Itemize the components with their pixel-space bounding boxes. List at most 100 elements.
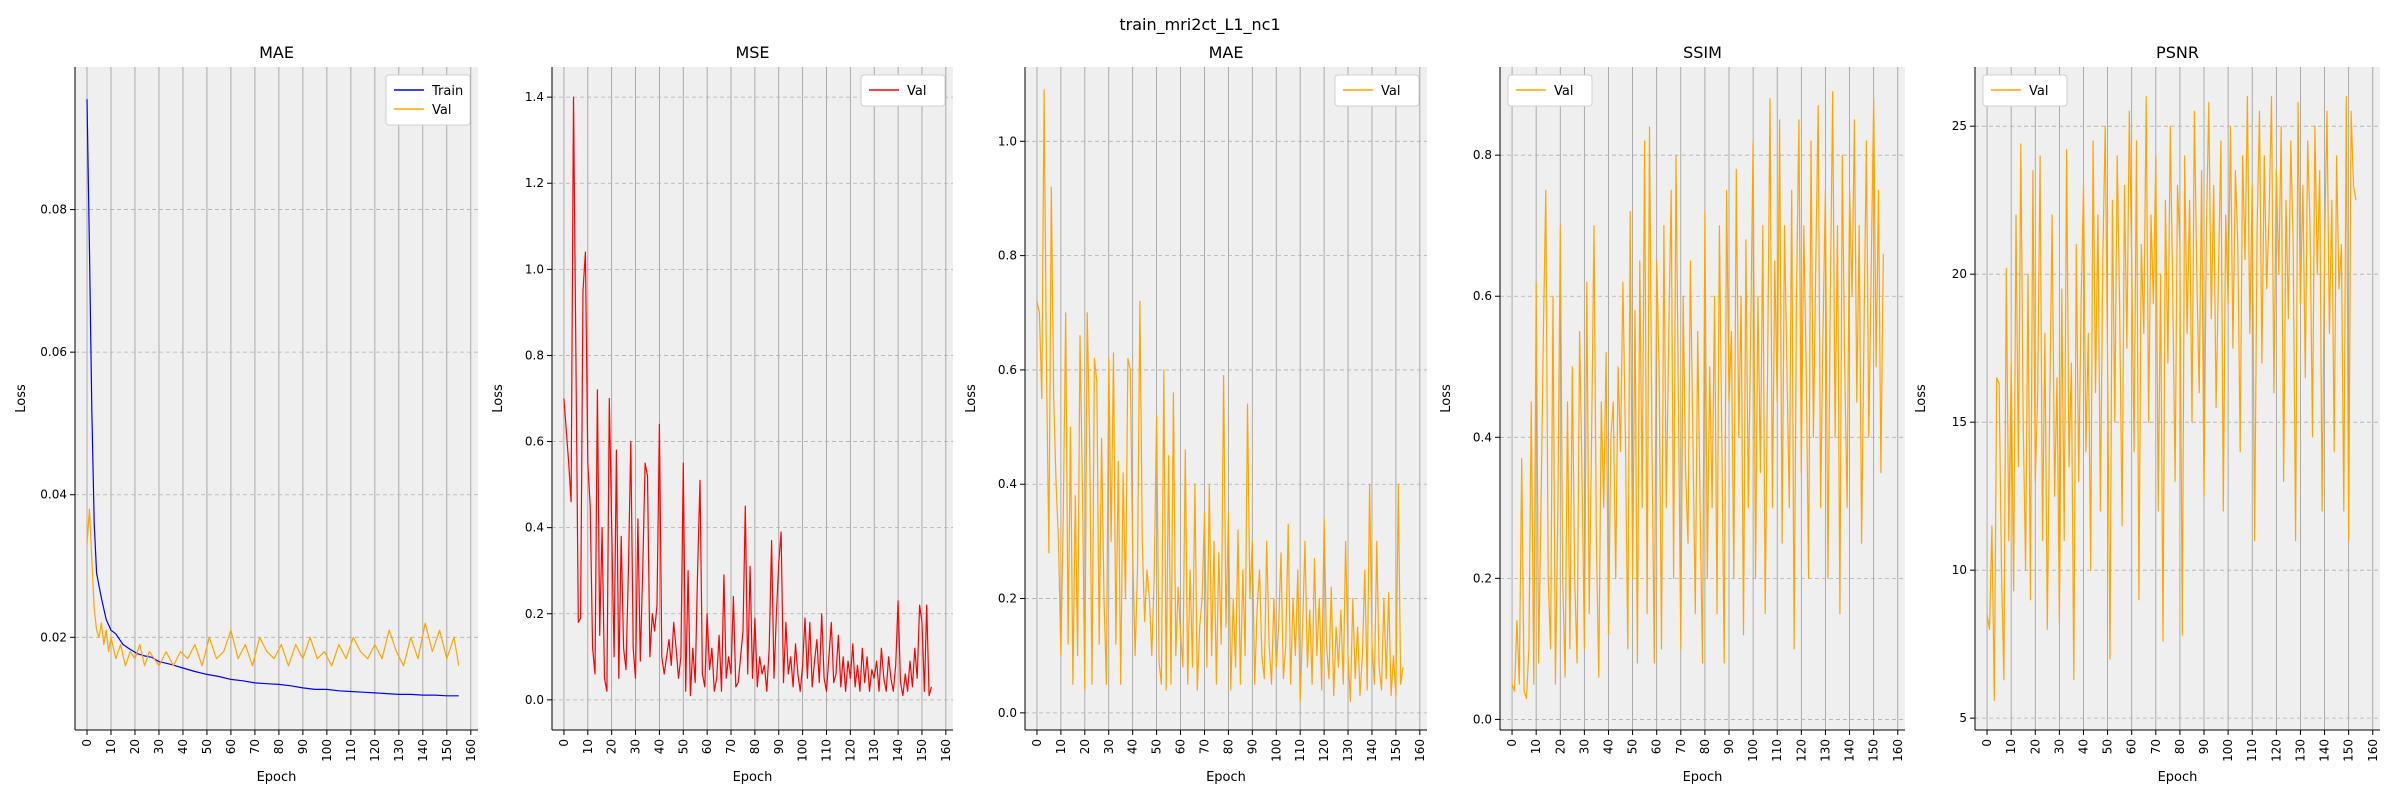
- x-tick-label: 20: [128, 739, 142, 754]
- x-tick-label: 50: [1150, 739, 1164, 754]
- x-tick-label: 160: [2366, 739, 2380, 762]
- x-tick-label: 110: [819, 739, 833, 762]
- x-tick-label: 100: [2221, 739, 2235, 762]
- legend-box: [1334, 74, 1420, 107]
- x-tick-label: 60: [224, 739, 238, 754]
- x-tick-label: 90: [2197, 739, 2211, 754]
- x-tick-label: 110: [1293, 739, 1307, 762]
- plot-area: [75, 67, 478, 730]
- x-tick-label: 120: [2269, 739, 2283, 762]
- x-tick-label: 0: [80, 739, 94, 747]
- y-tick-label: 0.6: [1473, 289, 1492, 303]
- x-tick-label: 20: [2028, 739, 2042, 754]
- y-tick-label: 0.04: [40, 488, 67, 502]
- y-axis-label: Loss: [1439, 384, 1454, 413]
- x-tick-label: 150: [1867, 739, 1881, 762]
- legend: Train Val: [385, 74, 471, 126]
- subplot-4: 0 10 20 30 40 50 60 70 80 90 100 110 120 130 140 150 160…: [1439, 43, 1905, 785]
- x-tick-label: 130: [2293, 739, 2307, 762]
- x-tick-label: 10: [1054, 739, 1068, 754]
- x-tick-label: 30: [1102, 739, 1116, 754]
- x-tick-label: 160: [1413, 739, 1427, 762]
- x-tick-label: 110: [1770, 739, 1784, 762]
- x-tick-label: 90: [1245, 739, 1259, 754]
- x-tick-label: 130: [1341, 739, 1355, 762]
- y-tick-label: 0.4: [998, 477, 1017, 491]
- y-tick-label: 0.4: [525, 521, 544, 535]
- x-tick-label: 140: [891, 739, 905, 762]
- x-tick-label: 160: [939, 739, 953, 762]
- x-tick-label: 20: [1553, 739, 1567, 754]
- figure-title: train_mri2ct_L1_nc1: [1119, 15, 1280, 35]
- y-tick-label: 0.6: [998, 363, 1017, 377]
- x-tick-label: 70: [2149, 739, 2163, 754]
- y-tick-label: 0.08: [40, 203, 67, 217]
- y-tick-label: 0.0: [998, 706, 1017, 720]
- x-tick-label: 120: [368, 739, 382, 762]
- x-tick-label: 40: [652, 739, 666, 754]
- x-tick-label: 130: [1818, 739, 1832, 762]
- x-tick-label: 10: [581, 739, 595, 754]
- x-tick-label: 0: [1505, 739, 1519, 747]
- legend-label: Val: [1381, 84, 1400, 99]
- y-tick-label: 0.2: [998, 592, 1017, 606]
- x-axis-label: Epoch: [1206, 770, 1246, 785]
- y-tick-label: 0.2: [525, 607, 544, 621]
- subplot-title: MAE: [259, 43, 294, 62]
- y-axis-label: Loss: [1914, 384, 1929, 413]
- x-tick-label: 40: [1126, 739, 1140, 754]
- x-tick-label: 130: [867, 739, 881, 762]
- x-tick-label: 50: [1626, 739, 1640, 754]
- x-tick-label: 50: [676, 739, 690, 754]
- y-axis-label: Loss: [964, 384, 979, 413]
- x-tick-label: 10: [2004, 739, 2018, 754]
- legend: Val: [860, 74, 946, 107]
- x-tick-label: 0: [557, 739, 571, 747]
- x-tick-label: 60: [1174, 739, 1188, 754]
- y-tick-label: 0.8: [998, 249, 1017, 263]
- y-tick-label: 0.06: [40, 345, 67, 359]
- x-tick-label: 30: [1577, 739, 1591, 754]
- x-tick-label: 30: [629, 739, 643, 754]
- x-tick-label: 150: [1389, 739, 1403, 762]
- y-tick-label: 0.8: [1473, 148, 1492, 162]
- x-tick-label: 150: [915, 739, 929, 762]
- legend-box: [1982, 74, 2068, 107]
- legend-label: Val: [1554, 84, 1573, 99]
- subplot-title: MSE: [735, 43, 769, 62]
- x-tick-label: 30: [152, 739, 166, 754]
- x-tick-label: 80: [272, 739, 286, 754]
- y-axis-label: Loss: [491, 384, 506, 413]
- x-tick-label: 20: [605, 739, 619, 754]
- x-tick-label: 40: [1601, 739, 1615, 754]
- x-tick-label: 140: [1365, 739, 1379, 762]
- legend-label: Val: [432, 103, 451, 118]
- x-tick-label: 50: [200, 739, 214, 754]
- x-tick-label: 130: [392, 739, 406, 762]
- x-tick-label: 60: [2125, 739, 2139, 754]
- y-tick-label: 0.0: [525, 693, 544, 707]
- subplot-5: 0 10 20 30 40 50 60 70 80 90 100 110 120 130 140 150 160…: [1914, 43, 2380, 785]
- subplot-title: MAE: [1209, 43, 1244, 62]
- x-tick-label: 120: [1317, 739, 1331, 762]
- x-tick-label: 90: [1722, 739, 1736, 754]
- x-tick-label: 80: [1698, 739, 1712, 754]
- series-line-val: [86, 508, 460, 667]
- x-axis-label: Epoch: [2158, 770, 2198, 785]
- x-tick-label: 70: [1674, 739, 1688, 754]
- x-tick-label: 10: [1529, 739, 1543, 754]
- legend-box: [385, 74, 471, 126]
- x-tick-label: 60: [1650, 739, 1664, 754]
- plot-area: [552, 67, 953, 730]
- y-tick-label: 15: [1952, 415, 1967, 429]
- series-line-train: [86, 99, 459, 697]
- x-tick-label: 100: [1746, 739, 1760, 762]
- y-tick-label: 0.0: [1473, 712, 1492, 726]
- y-tick-label: 10: [1952, 563, 1967, 577]
- x-tick-label: 100: [796, 739, 810, 762]
- legend-box: [1507, 74, 1593, 107]
- x-tick-label: 0: [1030, 739, 1044, 747]
- series-line-val: [1511, 91, 1884, 699]
- y-tick-label: 0.02: [40, 630, 67, 644]
